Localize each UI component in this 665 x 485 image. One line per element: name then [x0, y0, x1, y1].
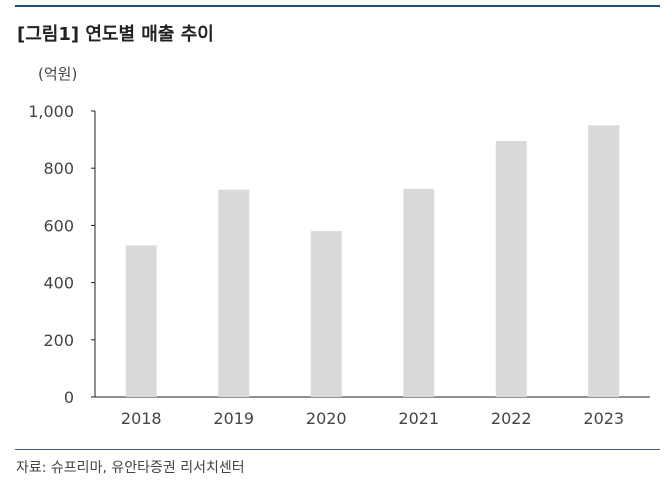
bar-2021: [403, 188, 435, 397]
source-note: 자료: 슈프리마, 유안타증권 리서치센터: [16, 460, 245, 476]
bar-2018: [125, 245, 157, 397]
chart-title: [그림1] 연도별 매출 추이: [17, 24, 214, 45]
y-tick-label: 600: [43, 216, 74, 235]
y-tick-label: 1,000: [28, 102, 74, 121]
bar-2019: [218, 189, 250, 397]
plot-area: 0 200 400 600 800 1,000 2018 2019 2020 2021 2022 20…: [28, 102, 650, 428]
y-tick-label: 200: [43, 331, 74, 350]
top-rule: [15, 5, 660, 7]
y-tick-label: 800: [43, 159, 74, 178]
bottom-rule: [15, 449, 660, 450]
x-tick-label: 2019: [213, 409, 254, 428]
y-tick-label: 400: [43, 274, 74, 293]
x-tick-label: 2023: [583, 409, 624, 428]
x-tick-label: 2018: [121, 409, 162, 428]
unit-label: (억원): [38, 65, 78, 83]
bar-2022: [495, 141, 527, 397]
y-tick-label: 0: [64, 388, 74, 407]
x-tick-label: 2020: [306, 409, 347, 428]
x-tick-label: 2021: [398, 409, 439, 428]
x-tick-label: 2022: [491, 409, 532, 428]
bar-2020: [310, 231, 342, 397]
bar-2023: [588, 125, 620, 398]
